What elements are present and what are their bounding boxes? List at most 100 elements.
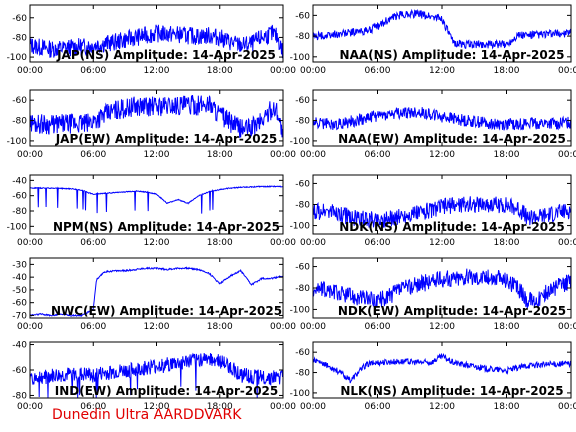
chart-title: NDK(NS) Amplitude: 14-Apr-2025: [339, 220, 565, 234]
y-tick-label: -60: [295, 96, 310, 106]
x-tick-label: 00:00: [17, 66, 43, 76]
y-tick-label: -60: [12, 192, 27, 202]
x-tick-label: 18:00: [494, 322, 520, 332]
y-tick-label: -50: [12, 286, 27, 296]
x-tick-label: 00:00: [300, 402, 326, 412]
chart-panel: 00:00 06:00 12:00 18:00 00:00 -30 -40 -50 -60 -70…: [12, 257, 296, 332]
y-tick-label: -80: [295, 117, 310, 127]
x-tick-label: 18:00: [494, 238, 520, 248]
series-trace: [29, 352, 284, 399]
y-tick-label: -80: [12, 33, 27, 43]
x-tick-label: 06:00: [365, 322, 391, 332]
chart-title: NAA(NS) Amplitude: 14-Apr-2025: [340, 48, 565, 62]
y-tick-label: -100: [290, 222, 311, 232]
y-tick-label: -60: [12, 366, 27, 376]
x-tick-label: 00:00: [270, 150, 296, 160]
y-tick-label: -40: [12, 273, 27, 283]
x-tick-label: 06:00: [80, 150, 106, 160]
y-tick-label: -100: [7, 53, 28, 63]
x-tick-label: 06:00: [80, 238, 106, 248]
x-tick-label: 12:00: [429, 238, 455, 248]
series-trace: [312, 268, 572, 310]
series-trace: [312, 107, 572, 131]
x-tick-label: 12:00: [144, 66, 170, 76]
y-tick-label: -80: [295, 284, 310, 294]
y-tick-label: -80: [295, 32, 310, 42]
x-tick-label: 18:00: [494, 150, 520, 160]
x-tick-label: 00:00: [17, 238, 43, 248]
chart-panel: 00:00 06:00 12:00 18:00 00:00 -60 -80 -100 NLK(N…: [290, 341, 576, 412]
x-tick-label: 12:00: [429, 66, 455, 76]
series-trace: [29, 95, 284, 138]
x-tick-label: 18:00: [207, 238, 233, 248]
x-tick-label: 18:00: [207, 322, 233, 332]
series-trace: [312, 353, 572, 384]
x-tick-label: 00:00: [558, 402, 576, 412]
chart-panel: 00:00 06:00 12:00 18:00 00:00 -60 -80 -100 NAA(E…: [290, 89, 576, 160]
chart-title: JAP(NS) Amplitude: 14-Apr-2025: [56, 48, 276, 62]
x-tick-label: 12:00: [144, 322, 170, 332]
series-trace: [29, 24, 284, 59]
x-tick-label: 06:00: [365, 402, 391, 412]
y-tick-label: -40: [12, 176, 27, 186]
x-tick-label: 06:00: [80, 402, 106, 412]
x-tick-label: 18:00: [207, 402, 233, 412]
chart-title: NLK(NS) Amplitude: 14-Apr-2025: [340, 384, 563, 398]
x-tick-label: 00:00: [17, 322, 43, 332]
x-tick-label: 00:00: [558, 322, 576, 332]
y-tick-label: -30: [12, 260, 27, 270]
y-tick-label: -80: [295, 201, 310, 211]
x-tick-label: 18:00: [207, 66, 233, 76]
footer-label: Dunedin Ultra AARDDVARK: [52, 407, 242, 423]
x-tick-label: 00:00: [558, 238, 576, 248]
y-tick-label: -60: [295, 179, 310, 189]
chart-title: NPM(NS) Amplitude: 14-Apr-2025: [53, 220, 280, 234]
y-tick-label: -100: [290, 53, 311, 63]
chart-title: IND(EW) Amplitude: 14-Apr-2025: [55, 384, 279, 398]
x-tick-label: 00:00: [270, 66, 296, 76]
x-tick-label: 00:00: [558, 150, 576, 160]
chart-title: NDK(EW) Amplitude: 14-Apr-2025: [338, 304, 566, 318]
x-tick-label: 06:00: [365, 150, 391, 160]
y-tick-label: -60: [295, 11, 310, 21]
y-tick-label: -100: [290, 389, 311, 399]
y-tick-label: -40: [12, 341, 27, 351]
y-tick-label: -80: [12, 391, 27, 401]
x-tick-label: 18:00: [494, 66, 520, 76]
series-trace: [312, 196, 572, 228]
y-tick-label: -100: [7, 222, 28, 232]
x-tick-label: 00:00: [300, 238, 326, 248]
x-tick-label: 00:00: [300, 322, 326, 332]
x-tick-label: 18:00: [494, 402, 520, 412]
series-trace: [29, 184, 284, 214]
y-tick-label: -70: [12, 311, 27, 321]
y-tick-label: -100: [290, 137, 311, 147]
series-trace: [30, 266, 284, 318]
y-tick-label: -80: [12, 207, 27, 217]
y-tick-label: -60: [295, 348, 310, 358]
y-tick-label: -100: [7, 137, 28, 147]
x-tick-label: 06:00: [365, 66, 391, 76]
x-tick-label: 00:00: [270, 322, 296, 332]
y-tick-label: -100: [290, 305, 311, 315]
y-tick-label: -80: [295, 369, 310, 379]
chart-panel: 00:00 06:00 12:00 18:00 00:00 -60 -80 -100 NDK(E…: [290, 257, 576, 332]
chart-title: JAP(EW) Amplitude: 14-Apr-2025: [55, 132, 278, 146]
chart-title: NWC(EW) Amplitude: 14-Apr-2025: [51, 304, 282, 318]
x-tick-label: 00:00: [270, 402, 296, 412]
x-tick-label: 12:00: [429, 322, 455, 332]
chart-panel: 00:00 06:00 12:00 18:00 00:00 -60 -80 -100 NAA(N…: [290, 4, 576, 76]
x-tick-label: 00:00: [17, 150, 43, 160]
series-trace: [312, 8, 572, 50]
x-tick-label: 00:00: [558, 66, 576, 76]
chart-panel: 00:00 06:00 12:00 18:00 00:00 -60 -80 -100 NDK(N…: [290, 174, 576, 248]
y-tick-label: -80: [12, 117, 27, 127]
chart-panel: 00:00 06:00 12:00 18:00 00:00 -40 -60 -80 IND(EW…: [12, 341, 296, 412]
x-tick-label: 00:00: [300, 150, 326, 160]
x-tick-label: 18:00: [207, 150, 233, 160]
y-tick-label: -60: [12, 14, 27, 24]
chart-panel: 00:00 06:00 12:00 18:00 00:00 -60 -80 -100 JAP(E…: [7, 89, 296, 160]
chart-panel: 00:00 06:00 12:00 18:00 00:00 -40 -60 -80 -100 NP…: [7, 174, 296, 248]
x-tick-label: 06:00: [365, 238, 391, 248]
